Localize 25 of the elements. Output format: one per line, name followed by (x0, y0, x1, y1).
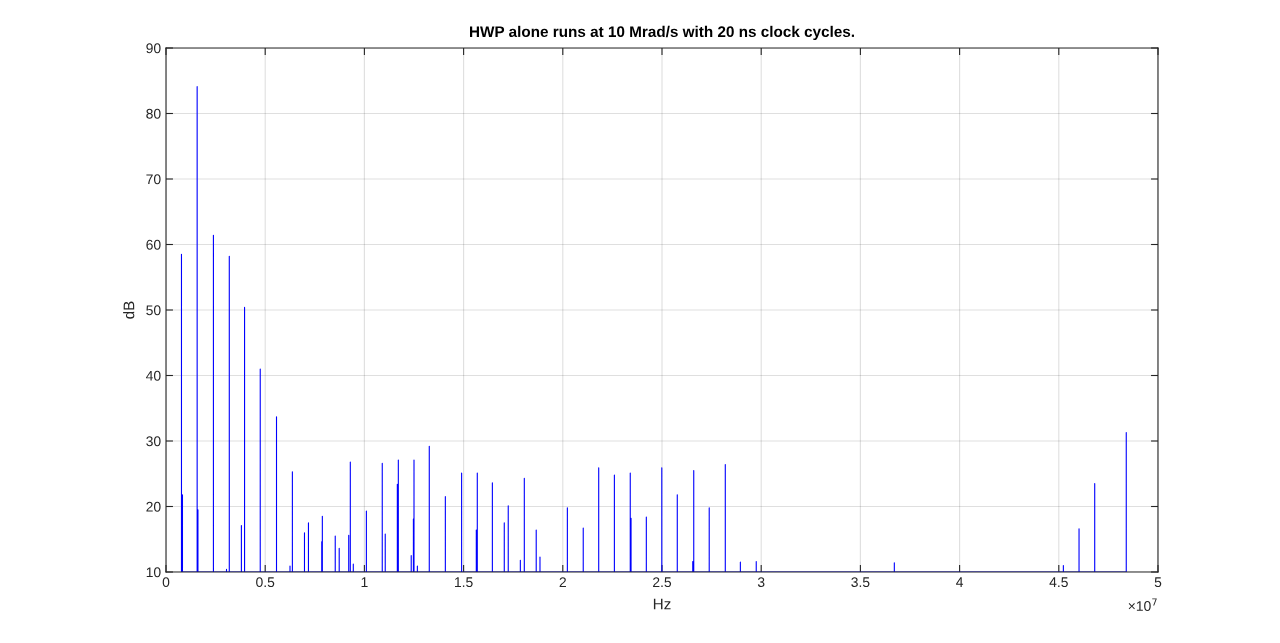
x-tick-label: 1 (361, 577, 368, 587)
y-tick-label: 40 (146, 370, 161, 381)
line-series (180, 86, 1127, 572)
y-tick-label: 90 (146, 43, 161, 54)
x-tick-label: 2.5 (653, 577, 672, 588)
text: ×10$^{7}$ (1128, 598, 1157, 611)
x-tick-label: 2 (559, 577, 566, 587)
chart-title: HWP alone runs at 10 Mrad/s with 20 ns clock cycles. (470, 25, 854, 41)
x-axis-title: Hz (653, 598, 671, 610)
y-tick-label: 20 (146, 501, 161, 512)
x-tick-label: 5 (1154, 577, 1162, 588)
x-tick-label: 1.5 (455, 577, 473, 588)
x-tick-label: 0.5 (256, 577, 275, 588)
x-tick-label: 0 (162, 577, 170, 588)
y-tick-label: 50 (146, 305, 161, 316)
y-tick-label: 30 (146, 436, 161, 447)
y-axis-title: dB (123, 301, 135, 319)
x-tick-label: 4.5 (1049, 577, 1068, 588)
y-tick-label: 10 (146, 567, 161, 578)
x-tick-label: 3 (757, 577, 765, 588)
y-tick-label: 60 (146, 239, 161, 250)
y-tick-label: 80 (146, 108, 161, 119)
y-tick-label: 70 (146, 174, 161, 185)
x-tick-label: 3.5 (851, 577, 870, 588)
x-tick-label: 4 (956, 577, 964, 587)
